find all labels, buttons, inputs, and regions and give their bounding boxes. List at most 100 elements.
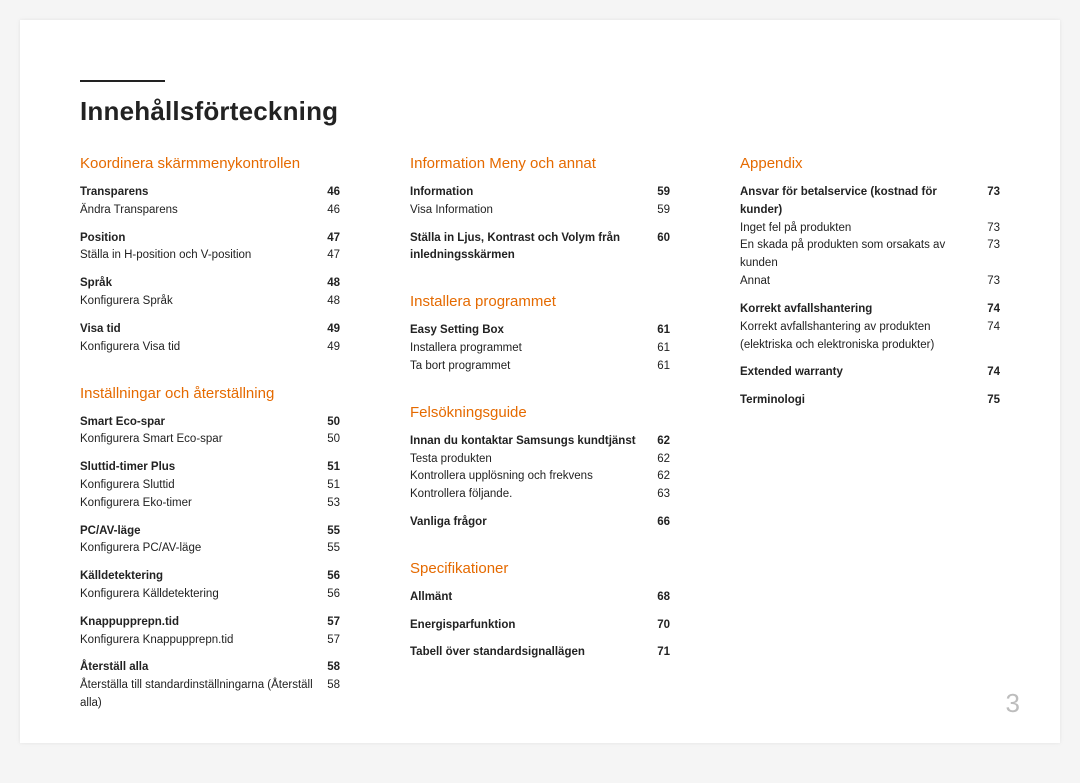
toc-group: Sluttid-timer Plus51Konfigurera Sluttid5…	[80, 459, 340, 512]
toc-entry-label: Visa Information	[410, 202, 501, 220]
toc-group: Extended warranty74	[740, 364, 1000, 382]
toc-entry-header[interactable]: Innan du kontaktar Samsungs kundtjänst62	[410, 433, 670, 451]
toc-section: Koordinera skärmmenykontrollen Transparen…	[80, 155, 340, 357]
toc-entry[interactable]: Återställa till standardinställningarna …	[80, 677, 340, 713]
toc-entry-header[interactable]: Återställ alla58	[80, 659, 340, 677]
toc-entry[interactable]: Konfigurera PC/AV-läge55	[80, 540, 340, 558]
toc-entry-header[interactable]: Energisparfunktion70	[410, 617, 670, 635]
toc-entry-header[interactable]: Ansvar för betalservice (kostnad för kun…	[740, 184, 1000, 220]
section-title[interactable]: Koordinera skärmmenykontrollen	[80, 155, 340, 172]
toc-entry[interactable]: Ställa in H-position och V-position47	[80, 247, 340, 265]
toc-entry-header[interactable]: Extended warranty74	[740, 364, 1000, 382]
toc-group: Källdetektering56Konfigurera Källdetekte…	[80, 568, 340, 604]
toc-entry-page: 50	[327, 414, 340, 432]
toc-entry-page: 61	[657, 340, 670, 358]
toc-entry[interactable]: Konfigurera Sluttid51	[80, 477, 340, 495]
toc-entry-label: Konfigurera Eko-timer	[80, 495, 200, 513]
toc-entry[interactable]: Konfigurera Källdetektering56	[80, 586, 340, 604]
toc-entry-header[interactable]: Ställa in Ljus, Kontrast och Volym från …	[410, 230, 670, 266]
toc-entry-label: Smart Eco-spar	[80, 414, 173, 432]
toc-entry-page: 46	[327, 184, 340, 202]
toc-entry-header[interactable]: Easy Setting Box61	[410, 322, 670, 340]
toc-entry-page: 71	[657, 644, 670, 662]
toc-section: Inställningar och återställning Smart Eco…	[80, 385, 340, 713]
toc-entry-label: Innan du kontaktar Samsungs kundtjänst	[410, 433, 644, 451]
toc-entry-page: 73	[987, 273, 1000, 291]
document-page: Innehållsförteckning Koordinera skärmmen…	[20, 20, 1060, 743]
toc-entry-label: En skada på produkten som orsakats av ku…	[740, 237, 987, 273]
section-title[interactable]: Information Meny och annat	[410, 155, 670, 172]
toc-entry-header[interactable]: Information59	[410, 184, 670, 202]
toc-entry[interactable]: Kontrollera upplösning och frekvens62	[410, 468, 670, 486]
section-title[interactable]: Installera programmet	[410, 293, 670, 310]
toc-group: Vanliga frågor66	[410, 514, 670, 532]
toc-entry-page: 60	[657, 230, 670, 248]
toc-entry-page: 48	[327, 293, 340, 311]
toc-entry-label: Källdetektering	[80, 568, 171, 586]
toc-section: Specifikationer Allmänt68 Energisparfunkti…	[410, 560, 670, 662]
toc-entry[interactable]: Installera programmet61	[410, 340, 670, 358]
toc-entry-page: 74	[987, 301, 1000, 319]
toc-entry-header[interactable]: Knappupprepn.tid57	[80, 614, 340, 632]
toc-entry-page: 59	[657, 202, 670, 220]
section-title[interactable]: Felsökningsguide	[410, 404, 670, 421]
toc-entry-page: 74	[987, 319, 1000, 337]
toc-entry-header[interactable]: PC/AV-läge55	[80, 523, 340, 541]
toc-entry[interactable]: Konfigurera Visa tid49	[80, 339, 340, 357]
toc-entry-header[interactable]: Allmänt68	[410, 589, 670, 607]
title-rule	[80, 80, 165, 82]
toc-entry-header[interactable]: Position47	[80, 230, 340, 248]
toc-entry-page: 57	[327, 632, 340, 650]
toc-entry[interactable]: Visa Information 59	[410, 202, 670, 220]
toc-entry[interactable]: Annat 73	[740, 273, 1000, 291]
toc-entry-label: Konfigurera Smart Eco-spar	[80, 431, 231, 449]
toc-entry-header[interactable]: Vanliga frågor66	[410, 514, 670, 532]
toc-entry-page: 55	[327, 540, 340, 558]
toc-entry-label: Visa tid	[80, 321, 129, 339]
toc-entry-header[interactable]: Tabell över standardsignallägen71	[410, 644, 670, 662]
toc-entry-header[interactable]: Källdetektering56	[80, 568, 340, 586]
toc-entry-header[interactable]: Visa tid49	[80, 321, 340, 339]
toc-entry-page: 47	[327, 230, 340, 248]
toc-group: Visa tid49Konfigurera Visa tid49	[80, 321, 340, 357]
toc-group: Återställ alla58Återställa till standard…	[80, 659, 340, 712]
toc-entry-page: 73	[987, 220, 1000, 238]
toc-entry-header[interactable]: Korrekt avfallshantering74	[740, 301, 1000, 319]
toc-entry-label: Konfigurera Språk	[80, 293, 181, 311]
toc-entry[interactable]: Kontrollera följande.63	[410, 486, 670, 504]
toc-entry-page: 62	[657, 468, 670, 486]
toc-entry[interactable]: Testa produkten62	[410, 451, 670, 469]
toc-entry[interactable]: En skada på produkten som orsakats av ku…	[740, 237, 1000, 273]
toc-entry-label: Korrekt avfallshantering av produkten (e…	[740, 319, 987, 355]
toc-entry-header[interactable]: Terminologi75	[740, 392, 1000, 410]
toc-entry[interactable]: Konfigurera Eko-timer53	[80, 495, 340, 513]
toc-entry-label: Konfigurera Visa tid	[80, 339, 188, 357]
toc-entry[interactable]: Inget fel på produkten 73	[740, 220, 1000, 238]
toc-entry-header[interactable]: Språk48	[80, 275, 340, 293]
toc-entry[interactable]: Ta bort programmet61	[410, 358, 670, 376]
section-title[interactable]: Inställningar och återställning	[80, 385, 340, 402]
toc-entry[interactable]: Konfigurera Smart Eco-spar50	[80, 431, 340, 449]
toc-entry-header[interactable]: Smart Eco-spar 50	[80, 414, 340, 432]
toc-entry-label: Information	[410, 184, 481, 202]
toc-entry-header[interactable]: Sluttid-timer Plus51	[80, 459, 340, 477]
toc-entry[interactable]: Konfigurera Knappupprepn.tid57	[80, 632, 340, 650]
toc-column: Information Meny och annatInformation59V…	[410, 155, 670, 723]
toc-entry-label: Annat	[740, 273, 778, 291]
toc-entry-label: Inget fel på produkten	[740, 220, 859, 238]
toc-entry[interactable]: Ändra Transparens46	[80, 202, 340, 220]
toc-entry-page: 66	[657, 514, 670, 532]
toc-entry-page: 51	[327, 459, 340, 477]
toc-entry[interactable]: Konfigurera Språk 48	[80, 293, 340, 311]
toc-entry-header[interactable]: Transparens46	[80, 184, 340, 202]
toc-group: Energisparfunktion70	[410, 617, 670, 635]
toc-group: Tabell över standardsignallägen71	[410, 644, 670, 662]
section-title[interactable]: Appendix	[740, 155, 1000, 172]
section-title[interactable]: Specifikationer	[410, 560, 670, 577]
toc-group: Allmänt68	[410, 589, 670, 607]
toc-entry-page: 73	[987, 184, 1000, 202]
toc-section: Information Meny och annatInformation59V…	[410, 155, 670, 265]
toc-entry[interactable]: Korrekt avfallshantering av produkten (e…	[740, 319, 1000, 355]
toc-entry-page: 61	[657, 358, 670, 376]
toc-entry-label: Ställa in H-position och V-position	[80, 247, 259, 265]
